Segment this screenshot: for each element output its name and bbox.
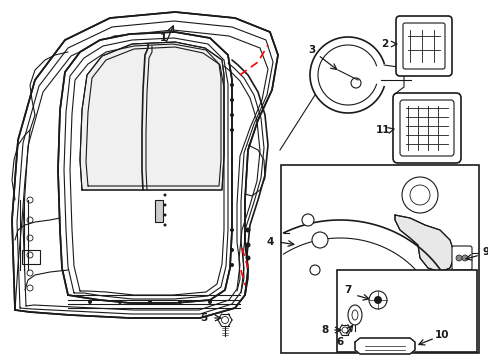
Text: 6: 6 xyxy=(336,337,343,347)
Circle shape xyxy=(311,232,327,248)
Bar xyxy=(281,165,478,353)
Circle shape xyxy=(178,300,182,304)
Circle shape xyxy=(118,300,122,304)
Ellipse shape xyxy=(347,305,361,325)
Circle shape xyxy=(245,228,250,233)
Circle shape xyxy=(245,243,250,248)
Polygon shape xyxy=(12,12,278,318)
FancyBboxPatch shape xyxy=(392,93,460,163)
Circle shape xyxy=(302,214,313,226)
Circle shape xyxy=(455,255,461,261)
Circle shape xyxy=(229,98,234,102)
Circle shape xyxy=(148,300,152,304)
Circle shape xyxy=(309,265,319,275)
Bar xyxy=(22,250,40,264)
Circle shape xyxy=(368,291,386,309)
Circle shape xyxy=(163,203,166,207)
Polygon shape xyxy=(58,32,231,303)
FancyBboxPatch shape xyxy=(451,246,471,270)
Circle shape xyxy=(373,296,381,304)
Circle shape xyxy=(229,228,234,232)
Bar xyxy=(155,200,163,222)
Text: 5: 5 xyxy=(200,313,207,323)
Text: 2: 2 xyxy=(381,39,388,49)
Text: 8: 8 xyxy=(321,325,328,335)
Circle shape xyxy=(229,113,234,117)
Circle shape xyxy=(229,128,234,132)
Circle shape xyxy=(163,213,166,216)
Circle shape xyxy=(229,263,234,267)
Circle shape xyxy=(88,300,92,304)
Polygon shape xyxy=(394,215,454,272)
Circle shape xyxy=(229,83,234,87)
Circle shape xyxy=(163,194,166,197)
Text: 11: 11 xyxy=(375,125,389,135)
Polygon shape xyxy=(80,42,224,190)
Bar xyxy=(336,270,476,352)
Circle shape xyxy=(163,224,166,226)
Text: 7: 7 xyxy=(344,285,351,295)
Circle shape xyxy=(461,255,467,261)
Text: 1: 1 xyxy=(159,33,166,43)
Circle shape xyxy=(245,256,250,261)
FancyBboxPatch shape xyxy=(395,16,451,76)
Circle shape xyxy=(207,300,212,304)
Polygon shape xyxy=(354,338,414,354)
Text: 3: 3 xyxy=(308,45,315,55)
Text: 10: 10 xyxy=(434,330,448,340)
Text: 4: 4 xyxy=(266,237,273,247)
Circle shape xyxy=(229,248,234,252)
Text: 9: 9 xyxy=(482,247,488,257)
